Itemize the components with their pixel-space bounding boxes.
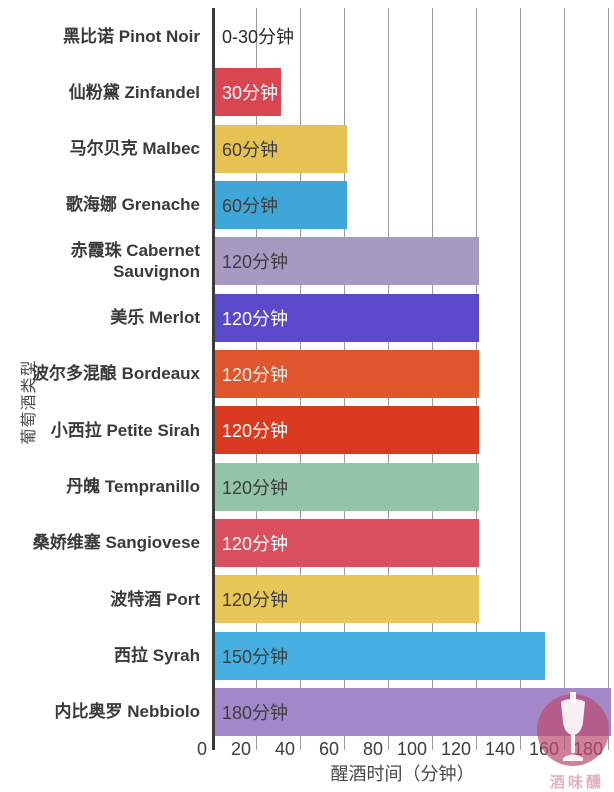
bar-value-label: 120分钟 xyxy=(222,421,289,442)
bar: 120分钟 xyxy=(215,293,479,342)
bar-value-label: 30分钟 xyxy=(222,83,279,104)
watermark-text: 酒味醺 xyxy=(549,774,604,791)
wine-glass-circle-logo-icon xyxy=(537,692,609,766)
x-axis-title: 醒酒时间（分钟） xyxy=(330,764,475,784)
category-label: 黑比诺 Pinot Noir xyxy=(63,26,200,46)
y-axis-line xyxy=(212,8,215,750)
x-tick-label: 0 xyxy=(196,739,207,759)
bar-value-label: 0-30分钟 xyxy=(222,27,295,48)
category-label: 丹魄 Tempranillo xyxy=(66,476,200,496)
x-tick-label: 140 xyxy=(484,739,515,759)
bar-value-label: 150分钟 xyxy=(222,646,289,667)
bar-value-label: 120分钟 xyxy=(222,590,289,611)
bar: 60分钟 xyxy=(215,124,347,173)
gridline xyxy=(608,8,609,750)
x-tick-label: 120 xyxy=(440,739,471,759)
category-label: 赤霞珠 Cabernet Sauvignon xyxy=(70,241,200,282)
bar-value-label: 120分钟 xyxy=(222,533,289,554)
bar-value-label: 60分钟 xyxy=(222,139,279,160)
bar: 120分钟 xyxy=(215,237,479,286)
category-label: 桑娇维塞 Sangiovese xyxy=(32,533,200,553)
bar-value-label: 180分钟 xyxy=(222,702,289,723)
bar-value-label: 60分钟 xyxy=(222,196,279,217)
gridline xyxy=(564,8,565,750)
x-tick-label: 60 xyxy=(318,739,339,759)
bar: 120分钟 xyxy=(215,575,479,624)
category-label: 美乐 Merlot xyxy=(110,308,200,328)
category-label: 马尔贝克 Malbec xyxy=(69,139,200,159)
bar-value-label: 120分钟 xyxy=(222,252,289,273)
x-tick-label: 20 xyxy=(230,739,251,759)
bar: 120分钟 xyxy=(215,462,479,511)
x-tick-label: 80 xyxy=(362,739,383,759)
x-tick-label: 100 xyxy=(396,739,427,759)
bar: 120分钟 xyxy=(215,406,479,455)
bar-value-label: 120分钟 xyxy=(222,477,289,498)
bar: 60分钟 xyxy=(215,181,347,230)
gridline xyxy=(520,8,521,750)
category-label: 波特酒 Port xyxy=(110,589,200,609)
bar: 30分钟 xyxy=(215,68,281,117)
bar-value-label: 120分钟 xyxy=(222,308,289,329)
category-label: 西拉 Syrah xyxy=(114,645,200,665)
category-label: 波尔多混酿 Bordeaux xyxy=(31,364,200,384)
bar: 120分钟 xyxy=(215,350,479,398)
bar: 120分钟 xyxy=(215,518,479,567)
category-label: 内比奥罗 Nebbiolo xyxy=(54,702,200,722)
category-label: 仙粉黛 Zinfandel xyxy=(68,82,200,102)
category-label: 歌海娜 Grenache xyxy=(65,195,200,215)
bar: 150分钟 xyxy=(215,631,545,680)
bar-empty: 0-30分钟 xyxy=(215,12,375,60)
category-label: 小西拉 Petite Sirah xyxy=(50,420,200,440)
bar-value-label: 120分钟 xyxy=(222,365,289,385)
x-tick-label: 40 xyxy=(274,739,295,759)
